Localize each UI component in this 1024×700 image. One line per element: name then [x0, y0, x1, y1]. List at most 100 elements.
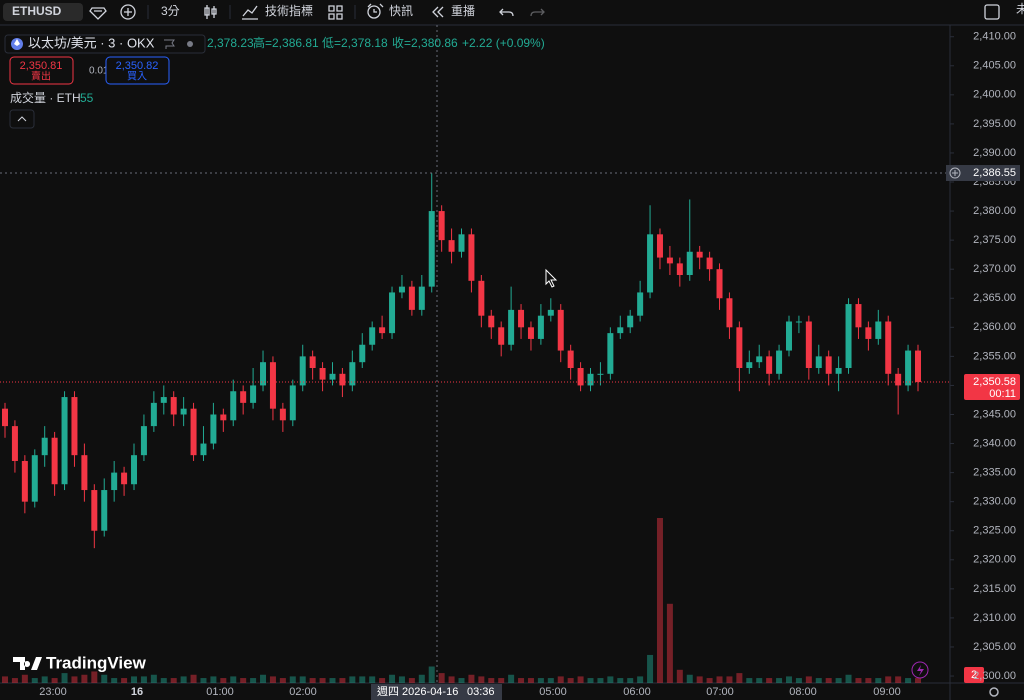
candle-body	[795, 321, 802, 323]
sell-price[interactable]: 2,350.81	[20, 60, 63, 72]
buy-label[interactable]: 買入	[127, 71, 147, 83]
volume-bar	[2, 676, 8, 683]
crosshair-time: 03:36	[467, 686, 495, 698]
volume-bar	[686, 674, 693, 683]
volume-bar	[468, 674, 475, 683]
volume-bar	[815, 678, 822, 683]
y-tick-label: 2,405.00	[973, 60, 1016, 72]
toolbar-clipped-label[interactable]: 未	[1016, 2, 1024, 16]
alert-icon-detail	[367, 3, 384, 13]
volume-bar	[756, 678, 763, 683]
candle-body	[170, 397, 177, 415]
volume-legend[interactable]: 成交量 · ETH	[10, 90, 81, 105]
legend-open: 2,378.23	[207, 36, 254, 50]
legend-close: 收=2,380.86	[392, 36, 458, 50]
legend-low: 低=2,378.18	[322, 35, 388, 50]
volume-bar	[627, 678, 634, 683]
sell-label[interactable]: 賣出	[31, 70, 51, 83]
x-tick-label: 23:00	[39, 686, 67, 698]
undo-icon[interactable]	[499, 8, 514, 17]
symbol-description[interactable]: 以太坊/美元 · 3 · OKX	[28, 35, 155, 50]
volume-bar	[51, 678, 58, 683]
crosshair-plus-mark	[952, 170, 958, 177]
symbol-search[interactable]	[3, 3, 83, 21]
volume-bar	[895, 676, 902, 683]
candle-body	[408, 286, 415, 310]
candle-body	[915, 350, 921, 383]
collapse-button[interactable]	[9, 109, 35, 129]
volume-bar	[785, 676, 792, 683]
chart-type-icon[interactable]	[204, 5, 217, 19]
candle-body	[845, 304, 852, 368]
y-tick-label: 2,330.00	[973, 496, 1016, 508]
replay[interactable]: 重播	[451, 4, 475, 18]
interval[interactable]: 3分	[161, 4, 180, 18]
volume-bar	[220, 678, 227, 683]
candle-body	[508, 309, 515, 345]
indicators-icon[interactable]	[242, 5, 258, 20]
alert-icon[interactable]	[367, 5, 381, 19]
alerts[interactable]: 快訊	[389, 3, 413, 18]
volume-bar	[607, 676, 614, 683]
sell-button[interactable]	[9, 56, 74, 85]
last-price-box	[964, 374, 1020, 401]
layout-icon[interactable]	[328, 5, 343, 20]
volume-bar	[587, 678, 594, 683]
replay-icon[interactable]	[432, 6, 444, 18]
symbol[interactable]: ETHUSD	[12, 4, 62, 18]
badge-count[interactable]: 2	[971, 669, 977, 681]
candle-body	[488, 315, 495, 328]
candle-body	[756, 356, 763, 363]
tv-logo-text[interactable]: TradingView	[46, 653, 147, 672]
compare-icon[interactable]	[120, 4, 136, 20]
volume-bar	[269, 676, 276, 683]
pro-icon[interactable]	[89, 7, 107, 20]
candle-body	[299, 356, 306, 386]
volume-bar	[875, 678, 882, 683]
x-tick-label: 09:00	[873, 686, 901, 698]
volume-bar	[91, 671, 98, 683]
badge[interactable]	[964, 667, 984, 683]
symbol-legend-box[interactable]	[4, 34, 206, 54]
y-tick-label: 2,315.00	[973, 583, 1016, 595]
buy-price[interactable]: 2,350.82	[116, 60, 159, 72]
candle-body	[855, 304, 862, 328]
candle-body	[746, 362, 753, 368]
candle-body	[329, 373, 336, 380]
y-tick-label: 2,325.00	[973, 525, 1016, 537]
volume-bar	[81, 674, 88, 683]
redo-icon[interactable]	[530, 8, 545, 17]
candle-body	[210, 414, 217, 444]
volume-bar	[726, 676, 733, 683]
volume-bar	[140, 676, 147, 683]
x-tick-label: 07:00	[706, 686, 734, 698]
volume-bar	[329, 678, 336, 683]
volume-bar	[61, 673, 68, 683]
y-tick-label: 2,360.00	[973, 321, 1016, 333]
crosshair-date: 週四 2026-04-16	[377, 684, 458, 698]
candle-body	[518, 309, 525, 328]
flag-icon[interactable]	[164, 39, 175, 49]
spread: 0.01	[89, 66, 109, 77]
volume-bar	[666, 603, 673, 683]
lightning-button[interactable]	[911, 661, 929, 679]
candle-body	[785, 321, 792, 351]
compare-plus	[124, 8, 132, 16]
settings-icon[interactable]	[989, 687, 999, 697]
status-dot	[187, 41, 193, 47]
indicators[interactable]: 技術指標	[265, 3, 313, 18]
volume-bar	[279, 678, 286, 683]
candle-body	[726, 298, 733, 328]
fullscreen-icon[interactable]	[984, 4, 1000, 20]
volume-bar	[597, 678, 604, 683]
volume-bar	[121, 678, 128, 683]
candle-body	[220, 414, 227, 421]
candle-body	[567, 350, 574, 368]
candle-body	[150, 402, 157, 427]
candle-body	[547, 309, 554, 316]
volume-bar	[498, 678, 505, 683]
volume-bar	[656, 518, 663, 683]
buy-button[interactable]	[105, 56, 170, 85]
crosshair-price-box	[946, 165, 1020, 182]
y-tick-label: 2,320.00	[973, 554, 1016, 566]
